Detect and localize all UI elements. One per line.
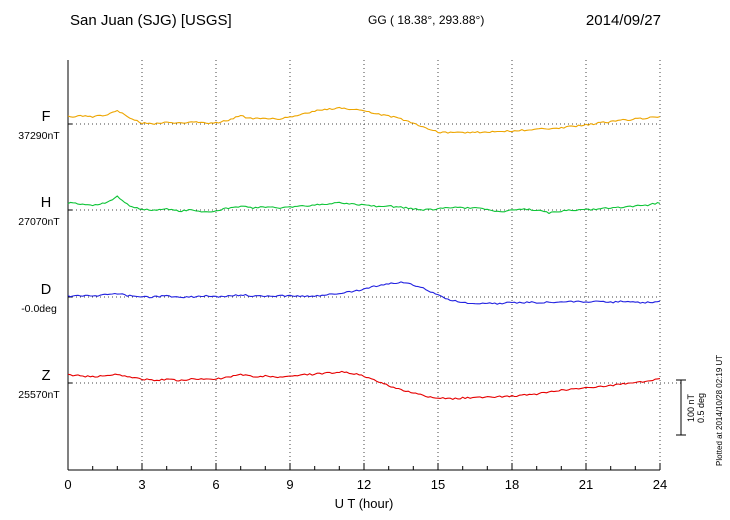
series-letter-D: D — [41, 282, 51, 298]
series-baseline-label-F: 37290nT — [18, 130, 60, 142]
coords-label: GG ( 18.38°, 293.88°) — [368, 13, 484, 27]
x-tick-label-12: 12 — [357, 477, 371, 492]
series-baseline-label-H: 27070nT — [18, 216, 60, 228]
series-baseline-label-D: -0.0deg — [21, 303, 57, 315]
series-letter-H: H — [41, 195, 51, 211]
x-tick-label-3: 3 — [138, 477, 145, 492]
trace-D — [67, 281, 661, 305]
scale-deg-label: 0.5 deg — [696, 393, 706, 423]
series-baseline-label-Z: 25570nT — [18, 389, 60, 401]
trace-Z — [67, 370, 661, 400]
series-letter-F: F — [42, 109, 51, 125]
series-letter-Z: Z — [42, 368, 51, 384]
station-title: San Juan (SJG) [USGS] — [70, 12, 232, 29]
x-tick-label-24: 24 — [653, 477, 667, 492]
x-tick-label-18: 18 — [505, 477, 519, 492]
x-tick-labels: 0 3 6 9 12 15 18 21 24 — [64, 477, 667, 492]
x-axis-title: U T (hour) — [335, 496, 394, 511]
plotted-at-note: Plotted at 2014/10/28 02:19 UT — [715, 355, 724, 466]
x-tick-label-9: 9 — [286, 477, 293, 492]
trace-H — [67, 195, 661, 215]
x-tick-label-0: 0 — [64, 477, 71, 492]
scale-bar: 100 nT 0.5 deg — [676, 379, 706, 436]
gridlines — [68, 60, 683, 470]
series-labels: F 37290nT H 27070nT D -0.0deg Z 25570nT — [18, 109, 60, 401]
x-tick-label-21: 21 — [579, 477, 593, 492]
x-tick-label-6: 6 — [212, 477, 219, 492]
x-tick-label-15: 15 — [431, 477, 445, 492]
scale-nt-label: 100 nT — [686, 393, 696, 422]
traces — [67, 106, 661, 400]
axes — [67, 60, 661, 471]
trace-F — [67, 106, 661, 134]
date-label: 2014/09/27 — [586, 12, 661, 29]
